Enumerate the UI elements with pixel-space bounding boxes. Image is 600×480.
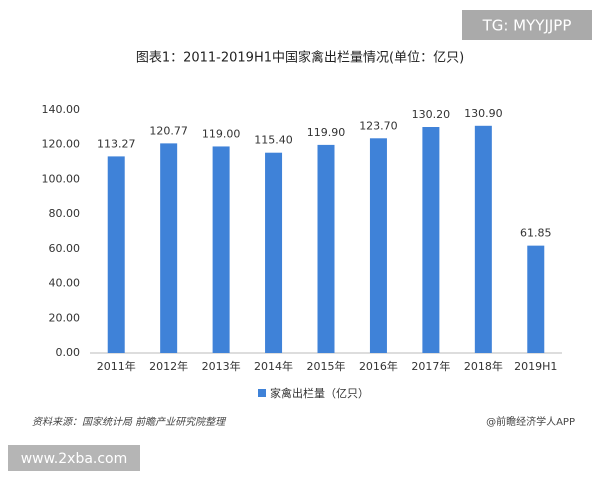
- y-tick-label: 60.00: [49, 242, 81, 255]
- value-label: 119.00: [202, 127, 241, 140]
- bar: [422, 127, 440, 353]
- source: 资料来源：国家统计局 前瞻产业研究院整理: [32, 416, 227, 428]
- x-tick-label: 2013年: [202, 359, 241, 373]
- bar: [317, 144, 335, 353]
- x-tick-label: 2015年: [307, 359, 346, 373]
- bar: [474, 125, 492, 353]
- chart-title: 图表1：2011-2019H1中国家禽出栏量情况(单位：亿只): [136, 50, 464, 66]
- site-label: www.2xba.com: [21, 451, 128, 467]
- value-label: 115.40: [254, 134, 293, 147]
- site-box: [8, 445, 140, 471]
- credit: @前瞻经济学人APP: [486, 415, 575, 428]
- y-tick-label: 100.00: [42, 172, 81, 185]
- y-tick-label: 40.00: [49, 277, 81, 290]
- bar: [160, 143, 178, 353]
- x-tick-label: 2019H1: [514, 360, 557, 373]
- bar: [369, 138, 387, 353]
- x-tick-label: 2011年: [97, 359, 136, 373]
- y-tick-label: 80.00: [49, 207, 81, 220]
- x-tick-label: 2017年: [411, 359, 450, 373]
- bar: [212, 146, 230, 353]
- value-label: 119.90: [307, 126, 346, 139]
- x-tick-label: 2012年: [149, 359, 188, 373]
- y-tick-label: 120.00: [42, 138, 81, 151]
- legend-swatch: [258, 389, 266, 397]
- bar: [107, 156, 125, 353]
- y-tick-label: 0.00: [56, 346, 81, 359]
- bar: [527, 245, 545, 353]
- x-tick-label: 2014年: [254, 359, 293, 373]
- value-label: 123.70: [359, 119, 398, 132]
- value-label: 130.90: [464, 107, 503, 120]
- y-tick-label: 140.00: [42, 103, 81, 116]
- y-tick-label: 20.00: [49, 311, 81, 324]
- value-label: 113.27: [97, 137, 136, 150]
- watermark: TG: MYYJJPP: [482, 17, 572, 35]
- value-label: 120.77: [149, 124, 188, 137]
- x-tick-label: 2016年: [359, 359, 398, 373]
- legend-label: 家禽出栏量（亿只）: [270, 386, 369, 400]
- value-label: 130.20: [412, 108, 451, 121]
- x-tick-label: 2018年: [464, 359, 503, 373]
- bar: [265, 152, 283, 353]
- value-label: 61.85: [520, 227, 552, 240]
- watermark-box: [462, 10, 592, 40]
